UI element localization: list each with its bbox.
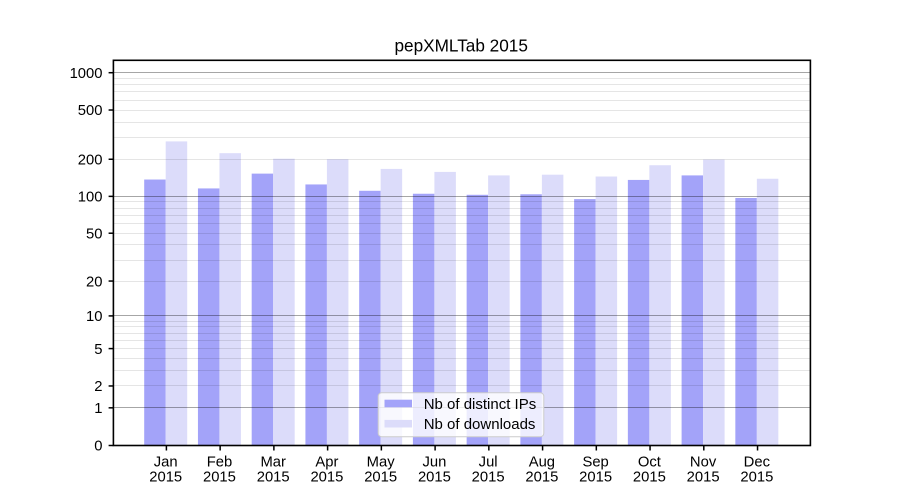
svg-text:50: 50: [86, 226, 102, 242]
svg-text:1: 1: [94, 401, 102, 417]
svg-text:10: 10: [86, 309, 102, 325]
svg-text:Sep: Sep: [582, 454, 608, 470]
svg-text:1000: 1000: [70, 66, 103, 82]
svg-text:2015: 2015: [525, 469, 558, 485]
svg-text:May: May: [367, 454, 396, 470]
svg-text:100: 100: [78, 190, 103, 206]
svg-text:Oct: Oct: [638, 454, 661, 470]
svg-text:500: 500: [78, 103, 103, 119]
svg-text:Aug: Aug: [529, 454, 555, 470]
svg-text:2: 2: [94, 379, 102, 395]
svg-text:Nb of distinct IPs: Nb of distinct IPs: [424, 396, 537, 413]
svg-text:Jun: Jun: [422, 454, 446, 470]
svg-text:Nov: Nov: [690, 454, 717, 470]
svg-text:Nb of downloads: Nb of downloads: [424, 416, 536, 433]
svg-text:2015: 2015: [310, 469, 343, 485]
svg-text:Apr: Apr: [315, 454, 338, 470]
svg-text:2015: 2015: [579, 469, 612, 485]
svg-text:2015: 2015: [472, 469, 505, 485]
svg-text:Jul: Jul: [479, 454, 498, 470]
svg-text:2015: 2015: [364, 469, 397, 485]
svg-text:2015: 2015: [633, 469, 666, 485]
svg-text:Mar: Mar: [260, 454, 286, 470]
svg-text:200: 200: [78, 152, 103, 168]
svg-text:Dec: Dec: [744, 454, 771, 470]
svg-text:2015: 2015: [149, 469, 182, 485]
svg-text:20: 20: [86, 274, 102, 290]
svg-text:0: 0: [94, 439, 102, 455]
svg-text:pepXMLTab 2015: pepXMLTab 2015: [394, 36, 527, 56]
svg-text:Jan: Jan: [154, 454, 178, 470]
svg-text:2015: 2015: [687, 469, 720, 485]
svg-text:2015: 2015: [418, 469, 451, 485]
svg-text:Feb: Feb: [207, 454, 233, 470]
svg-text:2015: 2015: [740, 469, 773, 485]
svg-text:5: 5: [94, 342, 102, 358]
svg-text:2015: 2015: [203, 469, 236, 485]
svg-text:2015: 2015: [257, 469, 290, 485]
